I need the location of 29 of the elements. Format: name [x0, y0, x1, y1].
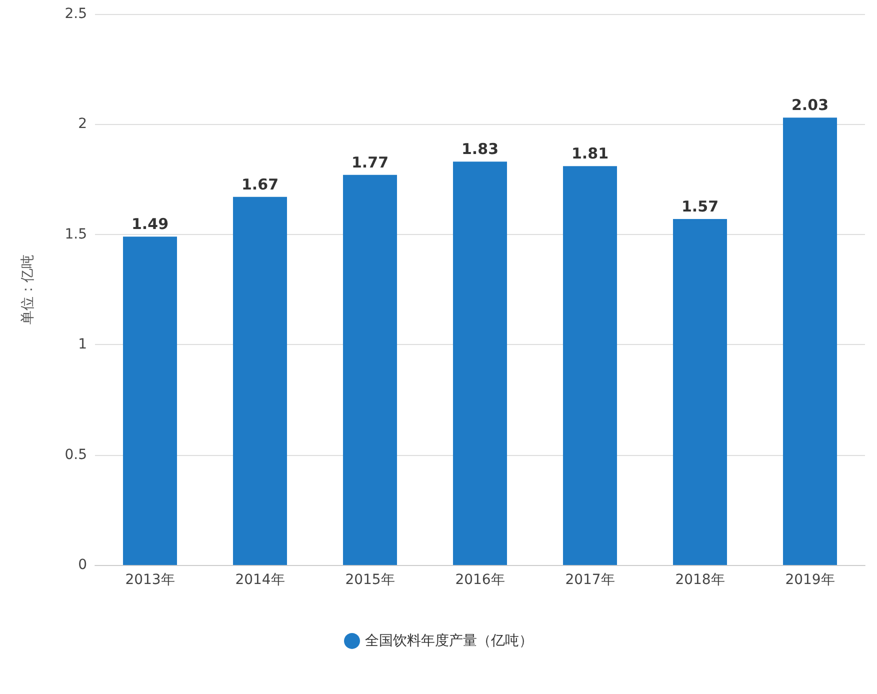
- x-tick-label: 2015年: [345, 572, 395, 588]
- x-tick-label: 2014年: [235, 572, 285, 588]
- x-tick-label: 2016年: [455, 572, 505, 588]
- bar: [343, 174, 397, 565]
- y-tick-label: 1.5: [64, 226, 87, 242]
- data-label: 1.77: [351, 153, 389, 172]
- bar: [563, 166, 617, 565]
- y-tick-label: 2.5: [64, 6, 87, 22]
- y-tick-label: 0.5: [64, 446, 87, 463]
- y-axis-title: 单位：亿吨: [20, 254, 36, 324]
- y-tick-label: 0: [78, 557, 87, 573]
- x-tick-label: 2019年: [785, 572, 835, 588]
- legend-label: 全国饮料年度产量（亿吨）: [365, 633, 533, 649]
- x-tick-label: 2013年: [125, 572, 175, 588]
- bar: [783, 118, 837, 565]
- bar: [673, 218, 727, 565]
- bar: [123, 236, 177, 565]
- x-tick-label: 2017年: [565, 572, 615, 588]
- data-label: 1.67: [241, 175, 279, 194]
- data-label: 1.83: [461, 140, 499, 158]
- y-tick-label: 1: [78, 336, 87, 353]
- bar: [233, 196, 287, 565]
- x-tick-label: 2018年: [675, 572, 725, 588]
- bar: [453, 162, 507, 565]
- y-tick-label: 2: [78, 116, 87, 132]
- data-label: 1.49: [131, 215, 169, 234]
- data-label: 1.57: [681, 197, 719, 216]
- data-label: 1.81: [571, 144, 609, 163]
- data-label: 2.03: [791, 96, 829, 114]
